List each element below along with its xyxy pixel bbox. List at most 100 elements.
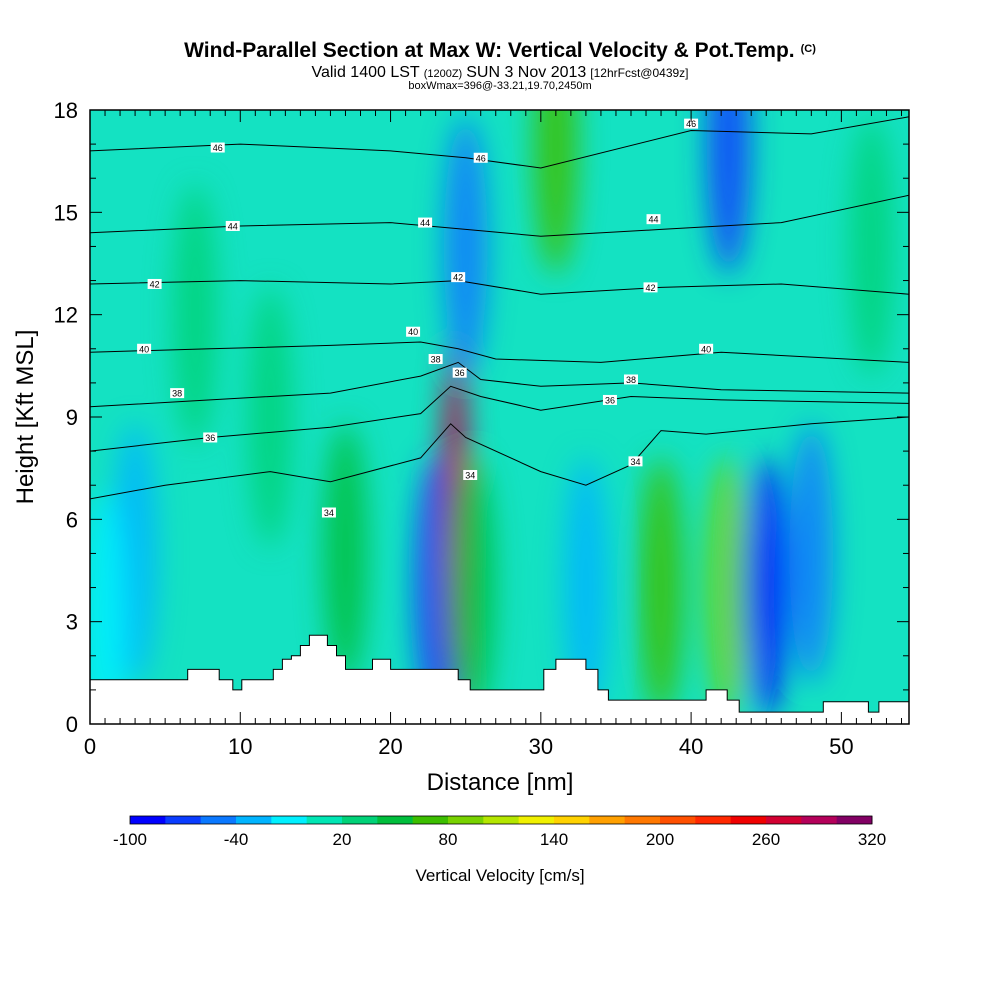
colorbar-tick-label: -100 (113, 830, 147, 849)
contour-label-box (463, 469, 478, 480)
theta-contour-line (90, 341, 909, 363)
contour-label: 36 (203, 432, 218, 443)
x-tick-label: 30 (529, 734, 553, 759)
velocity-cell (639, 457, 684, 718)
contour-label-text: 40 (139, 344, 149, 354)
contour-label: 34 (321, 507, 336, 518)
colorbar-swatch (342, 816, 378, 824)
contour-label: 38 (428, 354, 443, 365)
vertical-velocity-field (90, 110, 894, 724)
contour-label: 40 (699, 343, 714, 354)
velocity-cell (443, 116, 488, 377)
colorbar-tick-label: 260 (752, 830, 780, 849)
contour-labels: 46 46 46 44 44 44 42 42 42 40 40 40 38 38 38 36 36 36 34 34… (137, 118, 714, 518)
contour-label: 40 (406, 326, 421, 337)
y-tick-label: 12 (54, 303, 78, 328)
contour-label: 40 (137, 343, 152, 354)
contour-label: 42 (147, 278, 162, 289)
theta-contour-line (90, 116, 909, 169)
colorbar-swatch (271, 816, 308, 824)
contour-label-text: 42 (453, 273, 463, 283)
colorbar-swatch (624, 816, 661, 824)
contour-label-box (147, 278, 162, 289)
colorbar-swatch (589, 816, 626, 824)
velocity-cell (706, 110, 751, 275)
velocity-cell (744, 457, 789, 718)
theta-contour-line (90, 280, 909, 295)
contour-label-box (428, 354, 443, 365)
contour-label-box (203, 432, 218, 443)
colorbar-label: Vertical Velocity [cm/s] (415, 866, 584, 885)
colorbar-swatch (130, 816, 166, 824)
contour-label-text: 46 (213, 143, 223, 153)
colorbar-swatch (518, 816, 555, 824)
theta-contours (90, 116, 909, 500)
contour-label-text: 36 (455, 368, 465, 378)
contour-label-box (406, 326, 421, 337)
contour-label: 44 (646, 214, 661, 225)
contour-label-box (321, 507, 336, 518)
contour-label-box (684, 118, 699, 129)
colorbar-swatch (836, 816, 873, 824)
x-axis: 0 10 20 30 40 50 (84, 110, 902, 759)
chart-title: Wind-Parallel Section at Max W: Vertical… (184, 39, 816, 62)
contour-label: 34 (463, 469, 478, 480)
velocity-cell (323, 423, 368, 684)
colorbar-swatch (200, 816, 237, 824)
contour-label-text: 38 (172, 389, 182, 399)
x-tick-label: 40 (679, 734, 703, 759)
contour-label: 42 (643, 282, 658, 293)
contour-label: 46 (473, 152, 488, 163)
colorbar: -100 -40 20 80 140 200 260 320 (113, 815, 886, 849)
contour-label: 36 (452, 367, 467, 378)
contour-label-text: 44 (420, 218, 430, 228)
contour-label-box (628, 456, 643, 467)
x-tick-label: 20 (378, 734, 402, 759)
contour-label-box (137, 343, 152, 354)
x-tick-label: 0 (84, 734, 96, 759)
contour-label-box (418, 217, 433, 228)
contour-label: 46 (210, 142, 225, 153)
chart-subtitle: Valid 1400 LST (1200Z) SUN 3 Nov 2013 [12hr… (311, 64, 688, 81)
y-tick-label: 0 (66, 712, 78, 737)
contour-label: 38 (623, 374, 638, 385)
contour-label: 44 (418, 217, 433, 228)
contour-label-box (473, 152, 488, 163)
contour-label-text: 38 (431, 355, 441, 365)
contour-label-text: 40 (408, 327, 418, 337)
colorbar-swatch (483, 816, 520, 824)
contour-label-text: 46 (686, 119, 696, 129)
velocity-cell (173, 184, 218, 445)
contour-label-text: 34 (465, 470, 475, 480)
y-tick-label: 9 (66, 405, 78, 430)
contour-label: 44 (225, 220, 240, 231)
colorbar-swatch (801, 816, 838, 824)
contour-label-text: 46 (476, 153, 486, 163)
contour-label: 36 (602, 394, 617, 405)
colorbar-swatch (766, 816, 802, 824)
velocity-cell (248, 287, 293, 547)
velocity-cell (533, 110, 578, 275)
velocity-cell (563, 457, 608, 718)
contour-label-text: 42 (150, 279, 160, 289)
contour-label-box (623, 374, 638, 385)
theta-contour-line (90, 416, 909, 500)
contour-label-box (210, 142, 225, 153)
y-tick-label: 3 (66, 610, 78, 635)
contour-label-box (699, 343, 714, 354)
colorbar-swatch (730, 816, 767, 824)
contour-label-text: 40 (701, 344, 711, 354)
colorbar-swatch (412, 816, 449, 824)
colorbar-swatch (660, 816, 696, 824)
theta-contour-line (90, 361, 909, 408)
x-axis-label: Distance [nm] (427, 769, 574, 796)
colorbar-tick-label: 200 (646, 830, 674, 849)
terrain-profile (90, 634, 909, 724)
contour-label: 42 (451, 272, 466, 283)
colorbar-swatch (236, 816, 272, 824)
x-tick-label: 50 (829, 734, 853, 759)
velocity-cell (789, 423, 834, 684)
